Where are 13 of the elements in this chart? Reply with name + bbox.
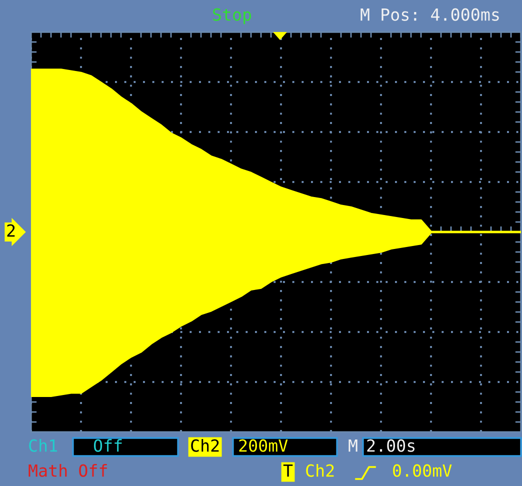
text: Ch1 xyxy=(29,438,57,452)
text: Ch2 xyxy=(306,464,334,477)
text: 2 xyxy=(7,224,15,237)
text: 200mV xyxy=(239,439,288,452)
text: M xyxy=(348,439,358,452)
text: Off xyxy=(94,438,122,452)
text: M Pos: 4.000ms xyxy=(360,8,499,21)
text: Math Off xyxy=(28,464,107,477)
text: T xyxy=(283,464,293,477)
text: Ch2 xyxy=(191,438,219,452)
text: 2.00s xyxy=(367,439,415,452)
text: Stop xyxy=(213,8,252,24)
text: 0.00mV xyxy=(393,464,452,477)
